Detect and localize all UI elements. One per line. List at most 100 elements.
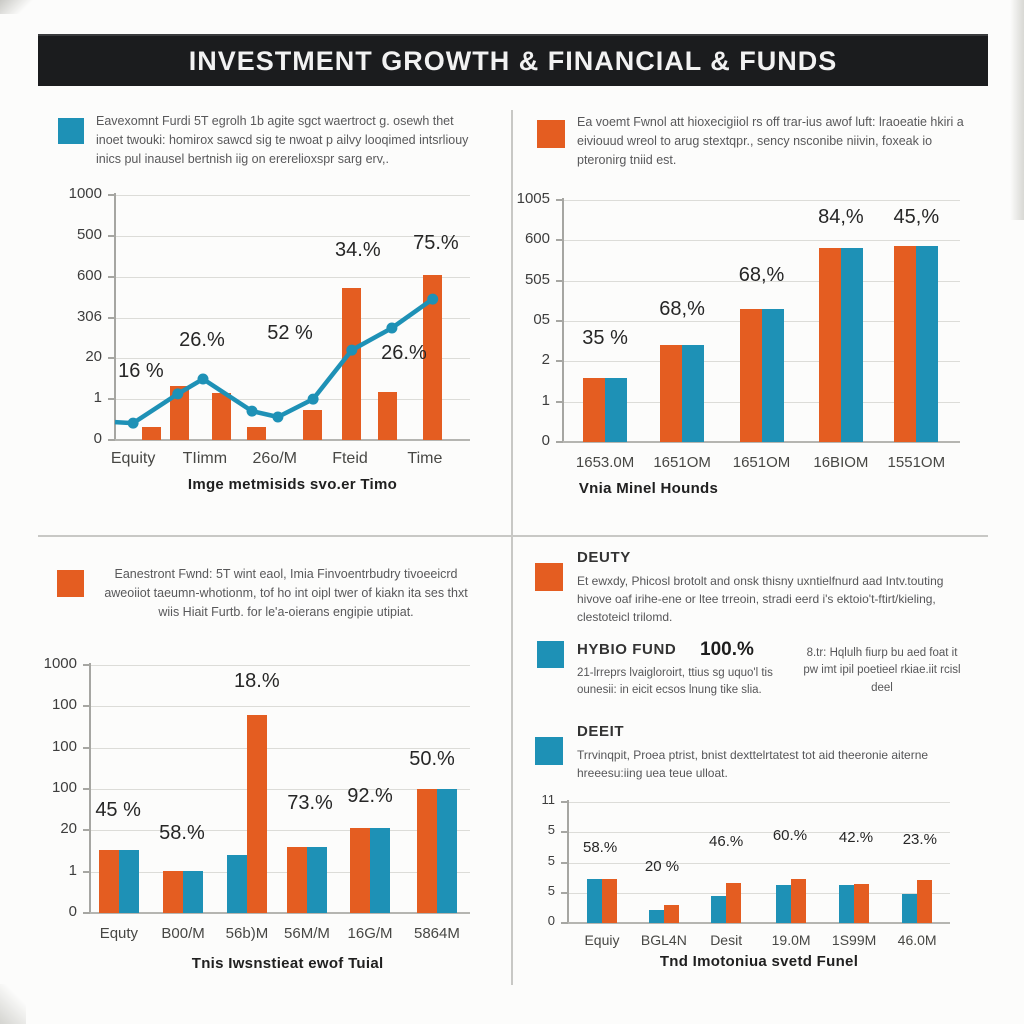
percent-label: 45 % xyxy=(95,798,141,821)
bar-teal xyxy=(839,885,854,923)
legend-square-bottom-left xyxy=(57,570,84,597)
title-banner: INVESTMENT GROWTH & FINANCIAL & FUNDS xyxy=(38,34,988,86)
bar-teal xyxy=(649,910,664,923)
x-category-label: Time xyxy=(407,450,443,467)
investment-growth-line-bar-chart: 1000 500 600 306 20 1 0 16 % 26.% 52 % 34.% 26.% 75.… xyxy=(69,185,470,493)
percent-label: 45,% xyxy=(893,206,940,229)
y-tick-label: 11 xyxy=(541,792,556,807)
y-tick-mark xyxy=(556,320,563,322)
y-tick-mark xyxy=(108,235,115,237)
percent-label: 73.% xyxy=(287,792,333,815)
y-tick-label: 5 xyxy=(547,853,555,868)
percent-label: 52 % xyxy=(267,321,313,344)
bar-teal xyxy=(682,345,704,442)
vertical-divider xyxy=(511,110,513,985)
y-tick-mark xyxy=(108,439,115,441)
y-tick-mark xyxy=(561,922,568,924)
y-tick-mark xyxy=(561,831,568,833)
y-tick-label: 1 xyxy=(541,392,550,409)
grid-line xyxy=(568,893,950,894)
grid-line xyxy=(90,706,470,707)
percent-label: 20 % xyxy=(644,857,680,875)
y-tick-label: 1 xyxy=(68,862,77,879)
y-tick-mark xyxy=(108,194,115,196)
bar-orange xyxy=(664,905,679,923)
y-tick-mark xyxy=(83,912,90,914)
trend-line-point xyxy=(197,373,209,385)
bar-teal xyxy=(776,885,791,923)
y-tick-label: 1000 xyxy=(43,655,77,672)
text-deuty: Et ewxdy, Phicosl brotolt and onsk thisn… xyxy=(577,574,944,624)
x-axis-title: Tnis Iwsnstieat ewof Tuial xyxy=(191,955,384,972)
trend-line-point xyxy=(127,417,139,429)
trend-line xyxy=(114,293,439,429)
x-axis-line xyxy=(568,922,950,924)
legend-square-top-left xyxy=(58,118,84,144)
x-category-label: 56b)M xyxy=(225,925,269,942)
x-category-label: Desit xyxy=(710,932,743,948)
trend-line-point xyxy=(386,322,398,334)
percent-label: 26.% xyxy=(179,328,225,351)
bar-orange xyxy=(423,275,442,440)
investment-fund-grouped-bar-chart: 1000 100 100 100 20 1 0 45 % 58.% 18.% 73.% 92.% 50.… xyxy=(44,655,470,972)
legend-square-top-right xyxy=(537,120,565,148)
bar-orange xyxy=(894,246,916,442)
percent-label: 23.% xyxy=(902,830,937,848)
y-tick-mark xyxy=(108,276,115,278)
y-tick-label: 05 xyxy=(533,311,550,328)
legend-text-top-left: Eavexomnt Furdi 5T egrolh 1b agite sgct … xyxy=(96,114,469,166)
percent-label: 26.% xyxy=(381,342,427,365)
y-tick-mark xyxy=(556,360,563,362)
x-category-label: 46.0M xyxy=(897,932,937,948)
text-hybio-fund: 21-lrreprs lvaigloroirt, ttius sg uquo'l… xyxy=(577,667,773,697)
percent-label: 60.% xyxy=(772,827,808,845)
x-category-label: 16G/M xyxy=(347,925,393,942)
grid-line xyxy=(563,281,960,282)
bar-teal xyxy=(902,894,917,923)
trend-line-point xyxy=(272,411,284,423)
bar-orange xyxy=(303,410,322,440)
y-tick-label: 600 xyxy=(76,267,102,284)
y-tick-label: 0 xyxy=(68,903,77,920)
y-tick-mark xyxy=(83,705,90,707)
y-tick-label: 100 xyxy=(51,696,77,713)
x-axis-line xyxy=(563,441,960,443)
y-tick-mark xyxy=(556,239,563,241)
y-axis-line xyxy=(567,800,569,924)
x-axis-line xyxy=(90,912,470,914)
y-tick-label: 500 xyxy=(76,226,102,243)
percent-label: 92.% xyxy=(347,785,393,808)
x-category-label: 1S99M xyxy=(831,932,877,948)
y-tick-label: 100 xyxy=(51,738,77,755)
bar-orange xyxy=(99,850,119,913)
y-tick-label: 5 xyxy=(547,883,555,898)
grid-line xyxy=(563,240,960,241)
legend-square-deeit xyxy=(535,737,563,765)
grid-line xyxy=(115,318,470,319)
bar-orange xyxy=(350,828,370,913)
trend-line-point xyxy=(246,405,258,417)
bar-orange xyxy=(602,879,617,923)
mutual-funds-grouped-bar-chart: 1005 600 505 05 2 1 0 35 % 68,% 68,% 84,% 45,% 1653.… xyxy=(517,190,960,497)
x-category-label: 5864M xyxy=(414,925,460,942)
y-tick-mark xyxy=(108,357,115,359)
grid-line xyxy=(115,277,470,278)
bar-teal xyxy=(605,378,627,442)
y-tick-mark xyxy=(561,801,568,803)
bar-teal xyxy=(370,828,390,913)
grid-line xyxy=(115,236,470,237)
grid-line xyxy=(568,832,950,833)
grid-line xyxy=(90,872,470,873)
x-category-label: Equiy xyxy=(584,932,620,948)
y-tick-label: 100 xyxy=(51,779,77,796)
bar-orange xyxy=(740,309,762,442)
percent-label: 75.% xyxy=(413,232,459,255)
hybio-fund-value: 100.% xyxy=(700,639,754,660)
percent-label: 68,% xyxy=(738,264,785,287)
trend-line-point xyxy=(172,388,184,400)
bar-teal xyxy=(841,248,863,442)
text-deeit: Trrvinqpit, Proea ptrist, bnist dexttelr… xyxy=(577,748,929,780)
percent-label: 50.% xyxy=(409,747,455,770)
heading-deeit: DEEIT xyxy=(577,723,625,740)
